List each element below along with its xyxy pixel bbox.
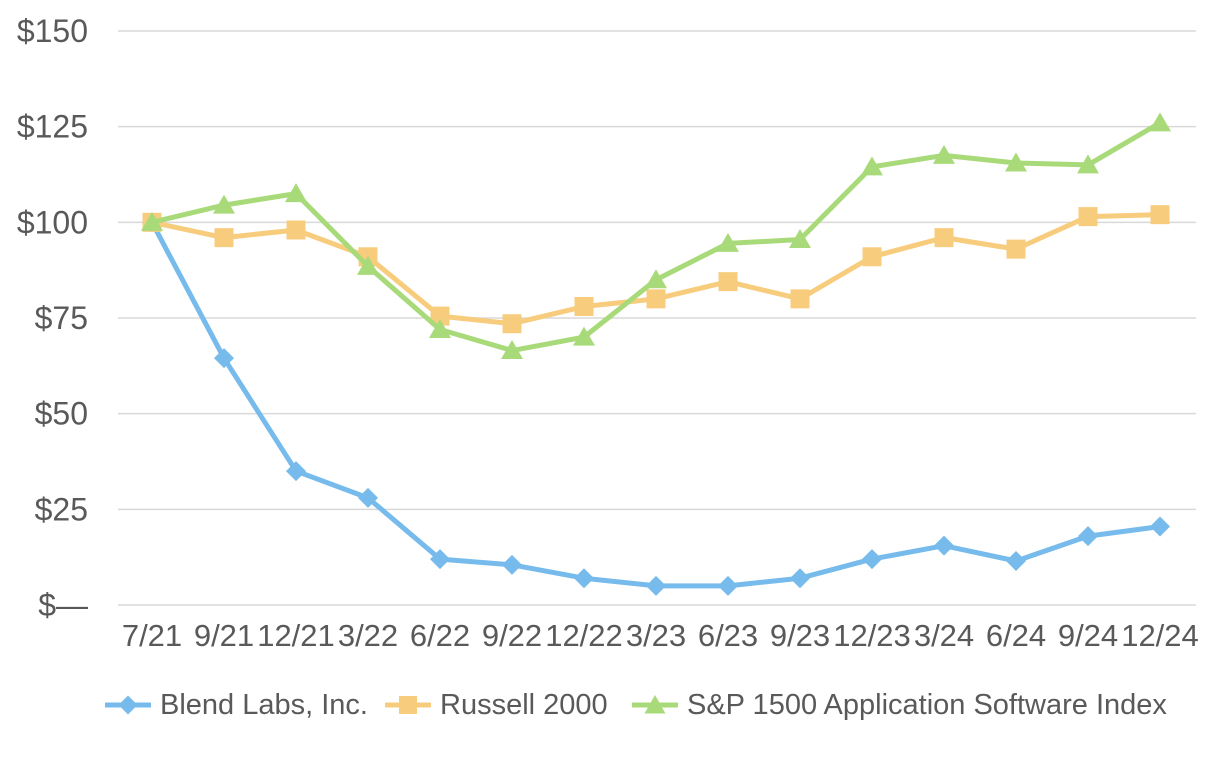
data-point-triangle [285, 183, 307, 203]
y-axis-tick-label: $75 [35, 300, 88, 336]
x-axis-tick-label: 12/24 [1121, 618, 1199, 653]
data-point-square [502, 314, 522, 334]
data-point-diamond [1150, 516, 1170, 537]
data-point-diamond [430, 549, 450, 570]
data-point-diamond [790, 568, 810, 589]
x-axis-tick-label: 9/23 [770, 618, 830, 653]
data-point-triangle [429, 318, 451, 338]
data-point-square [646, 289, 666, 309]
legend-item-sp1500-app-software: S&P 1500 Application Software Index [632, 686, 1167, 724]
data-point-triangle [933, 144, 955, 164]
data-point-diamond [718, 575, 738, 596]
data-point-square [574, 297, 594, 317]
x-axis-tick-label: 12/21 [257, 618, 335, 653]
series-blend-labs-inc [142, 212, 1170, 596]
data-point-triangle [573, 326, 595, 346]
square-marker-icon [385, 696, 431, 714]
x-axis-tick-label: 12/23 [833, 618, 911, 653]
data-point-square [1006, 239, 1026, 259]
x-axis-tick-label: 3/23 [626, 618, 686, 653]
data-point-triangle [1149, 112, 1171, 132]
y-axis-tick-label: $50 [35, 396, 88, 432]
data-point-diamond [646, 575, 666, 596]
y-axis-tick-label: $100 [17, 204, 88, 240]
x-axis-labels: 7/21 9/21 12/21 3/22 6/22 9/22 12/22 3/23 6/23 9/… [122, 618, 1199, 653]
data-point-diamond [1006, 550, 1026, 571]
data-point-diamond [286, 461, 306, 482]
data-point-square [790, 289, 810, 309]
triangle-marker-icon [632, 695, 678, 714]
data-point-triangle [645, 269, 667, 289]
x-axis-tick-label: 12/22 [545, 618, 623, 653]
x-axis-tick-label: 3/22 [338, 618, 398, 653]
y-axis-labels: $— $25 $50 $75 $100 $125 $150 [17, 13, 88, 623]
data-point-triangle [357, 255, 379, 275]
data-point-square [862, 247, 882, 267]
x-axis-tick-label: 6/23 [698, 618, 758, 653]
legend-label-russell-2000: Russell 2000 [440, 688, 608, 721]
data-point-triangle [141, 211, 163, 231]
diamond-marker-icon [105, 695, 151, 715]
x-axis-tick-label: 9/22 [482, 618, 542, 653]
x-axis-tick-label: 6/24 [986, 618, 1046, 653]
x-axis-tick-label: 9/21 [194, 618, 254, 653]
data-point-diamond [934, 535, 954, 556]
legend-label-blend-labs: Blend Labs, Inc. [160, 688, 368, 721]
data-point-square [1150, 205, 1170, 225]
legend-item-russell-2000: Russell 2000 [385, 686, 608, 724]
data-point-triangle [1077, 154, 1099, 174]
data-point-diamond [358, 487, 378, 508]
data-point-square [214, 228, 234, 248]
data-point-triangle [1005, 152, 1027, 172]
data-point-diamond [1078, 526, 1098, 547]
y-axis-tick-label: $150 [17, 13, 88, 49]
gridlines [118, 30, 1196, 606]
legend-label-sp1500-app-software: S&P 1500 Application Software Index [687, 688, 1167, 721]
data-point-triangle [717, 232, 739, 252]
data-point-square [718, 272, 738, 292]
data-point-triangle [861, 156, 883, 176]
legend-item-blend-labs: Blend Labs, Inc. [105, 686, 368, 724]
y-axis-tick-label: $25 [35, 491, 88, 527]
data-point-triangle [213, 194, 235, 214]
data-point-diamond [502, 554, 522, 575]
x-axis-tick-label: 7/21 [122, 618, 182, 653]
x-axis-tick-label: 6/22 [410, 618, 470, 653]
chart-legend: Blend Labs, Inc. Russell 2000 S&P 1500 A… [0, 686, 1226, 726]
y-axis-tick-label: $— [38, 587, 88, 623]
data-point-square [1078, 207, 1098, 227]
data-point-diamond [574, 568, 594, 589]
x-axis-tick-label: 9/24 [1058, 618, 1118, 653]
series-s-p-1500-application-software-index [141, 112, 1171, 360]
data-point-triangle [789, 229, 811, 249]
data-point-triangle [501, 340, 523, 360]
data-point-square [430, 306, 450, 326]
data-point-diamond [214, 348, 234, 369]
data-point-diamond [862, 549, 882, 570]
y-axis-tick-label: $125 [17, 109, 88, 145]
series-russell-2000 [142, 205, 1170, 334]
data-point-square [934, 228, 954, 248]
data-point-square [286, 220, 306, 240]
x-axis-tick-label: 3/24 [914, 618, 974, 653]
